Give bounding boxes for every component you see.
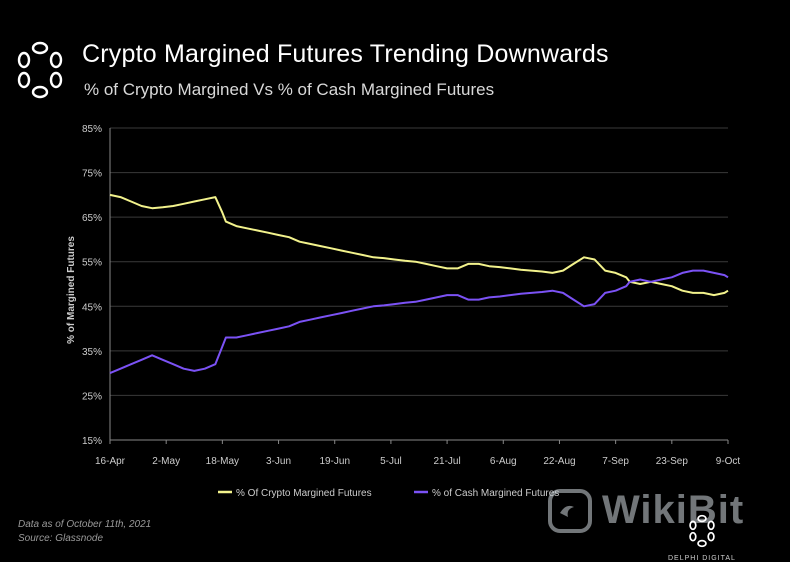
x-tick-label: 7-Sep xyxy=(602,456,629,467)
x-tick-label: 21-Jul xyxy=(433,456,460,467)
y-tick-label: 35% xyxy=(82,347,102,358)
tick-labels: 15% 25% 35% 45% 55% 65% 75% 85% 16-Apr 2-May 18-Ma… xyxy=(82,124,740,467)
x-tick-label: 16-Apr xyxy=(95,456,126,467)
x-tick-label: 6-Aug xyxy=(490,456,517,467)
watermark-text: WikiBit xyxy=(602,488,745,532)
axes xyxy=(109,128,729,444)
x-tick-label: 23-Sep xyxy=(656,456,689,467)
y-tick-label: 25% xyxy=(82,391,102,402)
x-tick-label: 22-Aug xyxy=(543,456,575,467)
x-tick-label: 18-May xyxy=(206,456,239,467)
legend-label: % of Cash Margined Futures xyxy=(432,488,559,499)
brand-mark: DELPHI DIGITAL xyxy=(668,514,736,562)
wikibit-logo-icon xyxy=(548,488,592,533)
gridlines xyxy=(110,127,728,441)
y-tick-label: 45% xyxy=(82,302,102,313)
x-tick-label: 19-Jun xyxy=(319,456,350,467)
chart-title: Crypto Margined Futures Trending Downwar… xyxy=(82,40,609,68)
y-tick-label: 55% xyxy=(82,258,102,269)
legend-label: % Of Crypto Margined Futures xyxy=(236,488,372,499)
x-tick-label: 9-Oct xyxy=(716,456,741,467)
chart-subtitle: % of Crypto Margined Vs % of Cash Margin… xyxy=(84,80,495,99)
y-tick-label: 15% xyxy=(82,436,102,447)
legend: % Of Crypto Margined Futures % of Cash Ma… xyxy=(218,488,559,499)
x-tick-label: 5-Jul xyxy=(380,456,402,467)
data-date-note: Data as of October 11th, 2021 xyxy=(18,519,152,530)
footnote: Data as of October 11th, 2021 Source: Gl… xyxy=(18,518,151,546)
y-axis-label: % of Margined Futures xyxy=(66,236,77,344)
source-note: Source: Glassnode xyxy=(18,533,104,544)
x-tick-label: 3-Jun xyxy=(266,456,291,467)
y-tick-label: 65% xyxy=(82,213,102,224)
series-line-cash xyxy=(109,269,729,375)
watermark: WikiBit xyxy=(548,488,744,533)
brand-text: DELPHI DIGITAL xyxy=(668,555,736,562)
series-lines xyxy=(109,193,729,375)
delphi-small-logo-icon xyxy=(689,514,715,548)
x-tick-label: 2-May xyxy=(152,456,180,467)
y-tick-label: 85% xyxy=(82,124,102,135)
delphi-logo-icon xyxy=(17,41,63,99)
y-tick-label: 75% xyxy=(82,169,102,180)
